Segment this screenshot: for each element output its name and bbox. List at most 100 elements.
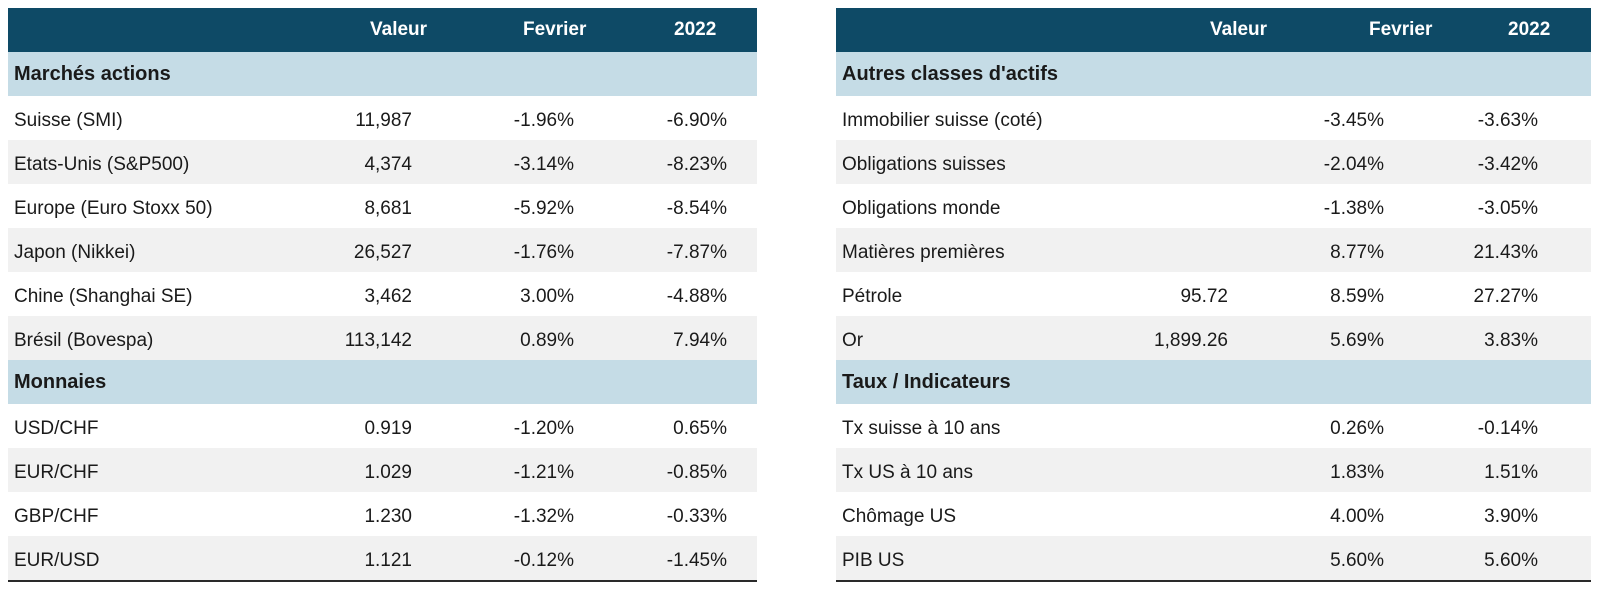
cell-fevrier: 5.69% — [1330, 330, 1384, 351]
cell-valeur: 3,462 — [364, 286, 412, 307]
table-bottom-rule — [836, 580, 1591, 582]
cell-2022: -0.33% — [666, 506, 727, 527]
cell-2022: -8.54% — [666, 198, 727, 219]
table-row: Immobilier suisse (coté) -3.45% -3.63% — [836, 96, 1591, 140]
column-header-valeur: Valeur — [1210, 19, 1268, 40]
row-label: Tx suisse à 10 ans — [842, 418, 1001, 439]
cell-2022: 7.94% — [673, 330, 727, 351]
cell-valeur: 1.121 — [364, 550, 412, 571]
row-label: EUR/USD — [14, 550, 100, 571]
cell-2022: -0.14% — [1477, 418, 1538, 439]
section-header: Autres classes d'actifs — [836, 52, 1591, 96]
table-row: USD/CHF 0.919 -1.20% 0.65% — [8, 404, 757, 448]
table-row: Pétrole 95.72 8.59% 27.27% — [836, 272, 1591, 316]
cell-valeur: 1.230 — [364, 506, 412, 527]
cell-2022: -3.05% — [1477, 198, 1538, 219]
section-header: Taux / Indicateurs — [836, 360, 1591, 404]
table-row: Matières premières 8.77% 21.43% — [836, 228, 1591, 272]
table-row: Chine (Shanghai SE) 3,462 3.00% -4.88% — [8, 272, 757, 316]
section-title: Monnaies — [14, 371, 107, 393]
cell-valeur: 11,987 — [355, 110, 412, 131]
cell-2022: 5.60% — [1484, 550, 1538, 571]
cell-2022: 21.43% — [1473, 242, 1538, 263]
row-label: Pétrole — [842, 286, 903, 307]
table-row: Or 1,899.26 5.69% 3.83% — [836, 316, 1591, 360]
cell-fevrier: 1.83% — [1330, 462, 1384, 483]
row-label: Matières premières — [842, 242, 1005, 263]
section-title: Autres classes d'actifs — [842, 63, 1058, 85]
cell-valeur: 113,142 — [344, 330, 412, 351]
row-label: Obligations suisses — [842, 154, 1006, 175]
cell-valeur: 95.72 — [1180, 286, 1228, 307]
section-header: Marchés actions — [8, 52, 757, 96]
table-row: Tx US à 10 ans 1.83% 1.51% — [836, 448, 1591, 492]
row-label: Chômage US — [842, 506, 957, 527]
row-label: USD/CHF — [14, 418, 99, 439]
cell-2022: -4.88% — [666, 286, 727, 307]
section-header: Monnaies — [8, 360, 757, 404]
cell-fevrier: 8.59% — [1330, 286, 1384, 307]
table-row: Chômage US 4.00% 3.90% — [836, 492, 1591, 536]
row-label: Tx US à 10 ans — [842, 462, 973, 483]
row-label: Immobilier suisse (coté) — [842, 110, 1043, 131]
table-row: Obligations suisses -2.04% -3.42% — [836, 140, 1591, 184]
table-bottom-rule — [8, 580, 757, 582]
column-header-2022: 2022 — [1508, 19, 1551, 40]
cell-fevrier: 8.77% — [1330, 242, 1384, 263]
cell-valeur: 26,527 — [353, 242, 412, 263]
cell-fevrier: -1.21% — [513, 462, 574, 483]
table-row: GBP/CHF 1.230 -1.32% -0.33% — [8, 492, 757, 536]
section-title: Taux / Indicateurs — [842, 371, 1011, 393]
cell-2022: -3.63% — [1477, 110, 1538, 131]
cell-fevrier: 3.00% — [520, 286, 574, 307]
table-row: Obligations monde -1.38% -3.05% — [836, 184, 1591, 228]
cell-fevrier: -0.12% — [513, 550, 574, 571]
table-row: Brésil (Bovespa) 113,142 0.89% 7.94% — [8, 316, 757, 360]
table-row: Tx suisse à 10 ans 0.26% -0.14% — [836, 404, 1591, 448]
table-row: EUR/CHF 1.029 -1.21% -0.85% — [8, 448, 757, 492]
cell-fevrier: -1.96% — [513, 110, 574, 131]
cell-valeur: 1,899.26 — [1154, 330, 1228, 351]
cell-fevrier: -3.14% — [513, 154, 574, 175]
column-header-fevrier: Fevrier — [523, 19, 587, 40]
cell-fevrier: 0.89% — [520, 330, 574, 351]
table-header-row: Valeur Fevrier 2022 — [8, 8, 757, 52]
cell-2022: -7.87% — [666, 242, 727, 263]
cell-2022: -8.23% — [666, 154, 727, 175]
section-title: Marchés actions — [14, 63, 171, 85]
cell-fevrier: -5.92% — [513, 198, 574, 219]
row-label: Obligations monde — [842, 198, 1001, 219]
cell-fevrier: 0.26% — [1330, 418, 1384, 439]
cell-2022: -0.85% — [666, 462, 727, 483]
cell-fevrier: -1.20% — [513, 418, 574, 439]
cell-2022: 3.90% — [1484, 506, 1538, 527]
column-header-valeur: Valeur — [370, 19, 428, 40]
table-row: PIB US 5.60% 5.60% — [836, 536, 1591, 580]
row-label: Europe (Euro Stoxx 50) — [14, 198, 213, 219]
cell-2022: -1.45% — [666, 550, 727, 571]
other-assets-rates-table: Valeur Fevrier 2022 Autres classes d'actifs… — [836, 8, 1591, 582]
row-label: Or — [842, 330, 864, 351]
row-label: GBP/CHF — [14, 506, 99, 527]
cell-fevrier: 5.60% — [1330, 550, 1384, 571]
cell-fevrier: -3.45% — [1323, 110, 1384, 131]
cell-valeur: 8,681 — [364, 198, 412, 219]
table-row: Japon (Nikkei) 26,527 -1.76% -7.87% — [8, 228, 757, 272]
cell-fevrier: -1.38% — [1323, 198, 1384, 219]
table-header-row: Valeur Fevrier 2022 — [836, 8, 1591, 52]
cell-fevrier: -1.32% — [513, 506, 574, 527]
table-row: Europe (Euro Stoxx 50) 8,681 -5.92% -8.54% — [8, 184, 757, 228]
row-label: Japon (Nikkei) — [14, 242, 136, 263]
table-row: Etats-Unis (S&P500) 4,374 -3.14% -8.23% — [8, 140, 757, 184]
table-row: Suisse (SMI) 11,987 -1.96% -6.90% — [8, 96, 757, 140]
cell-2022: 3.83% — [1484, 330, 1538, 351]
cell-valeur: 1.029 — [364, 462, 412, 483]
column-header-2022: 2022 — [674, 19, 717, 40]
cell-2022: -6.90% — [666, 110, 727, 131]
cell-valeur: 4,374 — [364, 154, 412, 175]
cell-fevrier: -1.76% — [513, 242, 574, 263]
market-equities-currencies-table: Valeur Fevrier 2022 Marchés actions Suisse (… — [8, 8, 757, 582]
row-label: Chine (Shanghai SE) — [14, 286, 193, 307]
row-label: PIB US — [842, 550, 905, 571]
cell-2022: -3.42% — [1477, 154, 1538, 175]
